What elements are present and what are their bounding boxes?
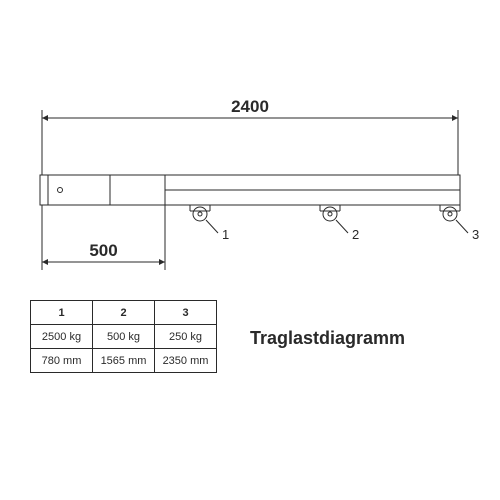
table-cell: 1565 mm bbox=[93, 349, 155, 373]
dim-total-length: 2400 bbox=[231, 97, 269, 116]
hook-label-2: 2 bbox=[352, 227, 359, 242]
table-header-3: 3 bbox=[155, 301, 217, 325]
diagram-title: Traglastdiagramm bbox=[250, 328, 405, 349]
hook-label-3: 3 bbox=[472, 227, 479, 242]
table-cell: 500 kg bbox=[93, 325, 155, 349]
hook-label-1: 1 bbox=[222, 227, 229, 242]
table-header-2: 2 bbox=[93, 301, 155, 325]
dimension-drawing: 2400500123 bbox=[0, 0, 500, 500]
table-cell: 780 mm bbox=[31, 349, 93, 373]
table-cell: 2500 kg bbox=[31, 325, 93, 349]
table-header-1: 1 bbox=[31, 301, 93, 325]
diagram-stage: 2400500123 1232500 kg500 kg250 kg780 mm1… bbox=[0, 0, 500, 500]
table-cell: 250 kg bbox=[155, 325, 217, 349]
load-table: 123 2500 kg500 kg250 kg 780 mm1565 mm2350 … bbox=[30, 300, 217, 373]
table-cell: 2350 mm bbox=[155, 349, 217, 373]
dim-base-length: 500 bbox=[89, 241, 117, 260]
